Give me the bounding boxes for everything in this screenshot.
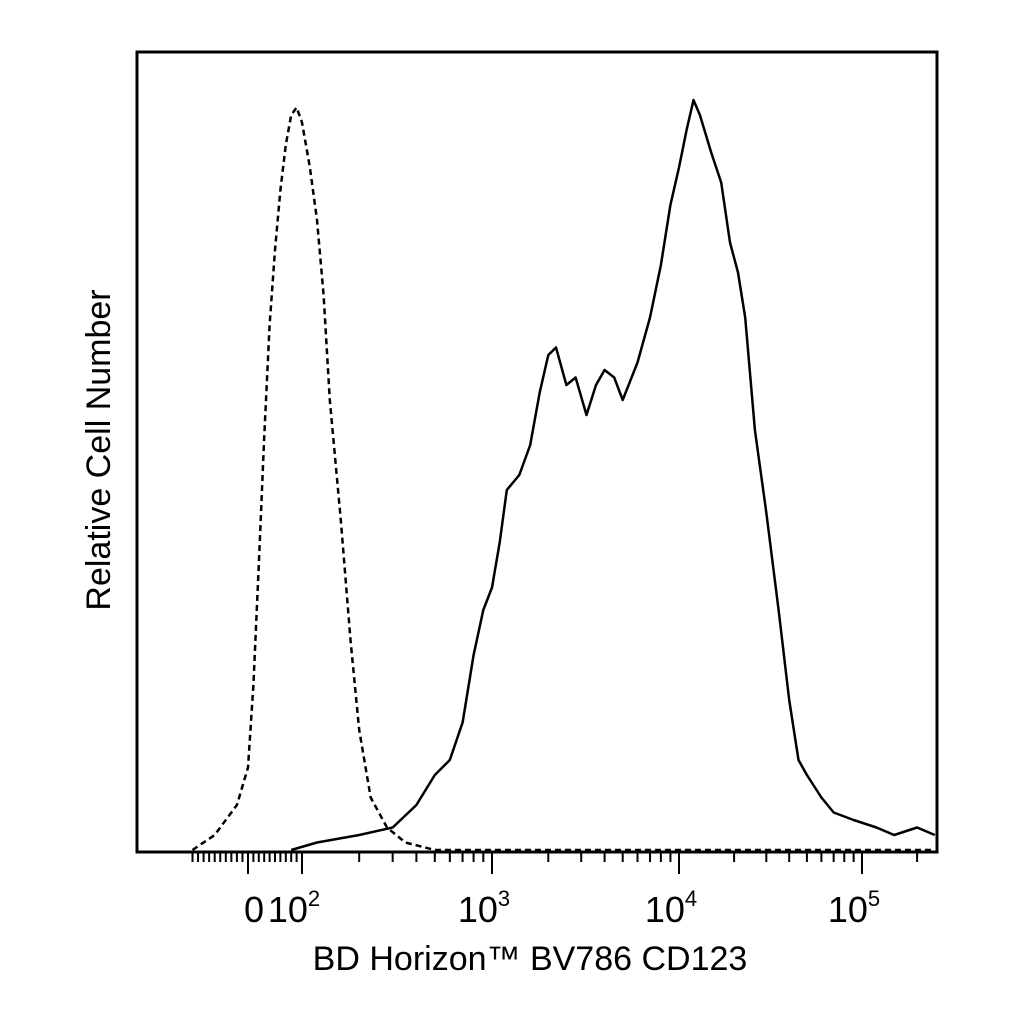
x-tick-labels: 0 102 103 104 105: [244, 886, 880, 930]
x-tick-label: 104: [645, 886, 697, 930]
x-tick-label: 105: [828, 886, 880, 930]
plot-frame: [135, 50, 939, 854]
tick-label-base: 10: [828, 889, 868, 930]
tick-label-exponent: 3: [498, 886, 510, 911]
x-tick-label: 102: [268, 886, 320, 930]
y-axis-title: Relative Cell Number: [80, 289, 118, 610]
x-tick-label: 0: [244, 889, 264, 930]
x-axis-title: BD Horizon™ BV786 CD123: [313, 940, 748, 978]
control-histogram-line: [191, 106, 935, 852]
tick-label-base: 10: [645, 889, 685, 930]
series-layer: [191, 98, 936, 852]
tick-label-base: 10: [458, 889, 498, 930]
tick-label-base: 10: [268, 889, 308, 930]
tick-label-exponent: 2: [308, 886, 320, 911]
tick-label-exponent: 5: [868, 886, 880, 911]
x-axis-ticks: [191, 852, 919, 874]
stained-histogram-line: [290, 98, 936, 852]
tick-label-exponent: 4: [685, 886, 697, 911]
x-tick-label: 103: [458, 886, 510, 930]
